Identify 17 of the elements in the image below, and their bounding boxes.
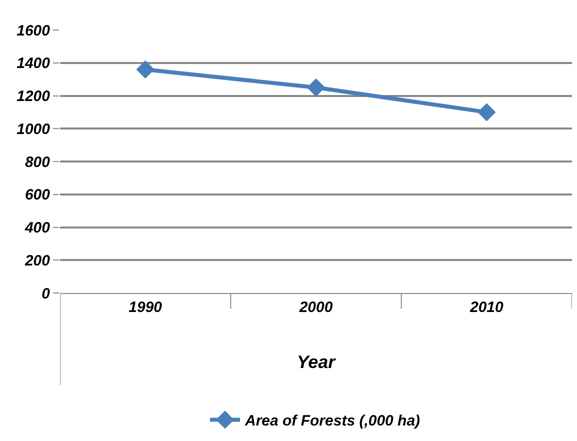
y-tick-label: 1000 xyxy=(16,120,51,138)
y-tick-label: 600 xyxy=(24,186,51,204)
y-tick-label: 1200 xyxy=(16,88,51,105)
legend-label: Area of Forests (,000 ha) xyxy=(244,412,420,430)
y-tick-label: 400 xyxy=(24,220,51,236)
y-tick-label: 800 xyxy=(24,154,51,171)
x-tick-label: 1990 xyxy=(128,299,163,316)
y-tick-label: 1400 xyxy=(16,55,51,72)
x-axis-title: Year xyxy=(296,352,336,372)
point xyxy=(136,60,154,79)
point xyxy=(306,78,326,97)
y-tick-label: 200 xyxy=(24,252,51,270)
x-tick-label: 2000 xyxy=(298,299,334,316)
y-tick-label: 0 xyxy=(42,285,51,302)
point xyxy=(478,103,496,122)
y-tick-label: 1600 xyxy=(16,22,51,40)
x-tick-label: 2010 xyxy=(468,299,504,316)
